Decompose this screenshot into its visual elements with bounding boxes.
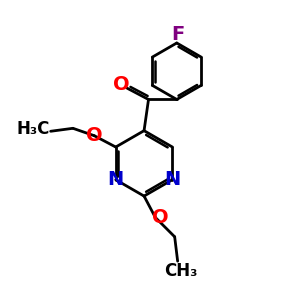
Text: O: O <box>152 208 169 227</box>
Text: O: O <box>113 75 130 94</box>
Text: N: N <box>164 170 181 189</box>
Text: F: F <box>172 25 185 44</box>
Text: O: O <box>86 126 103 145</box>
Text: CH₃: CH₃ <box>164 262 197 280</box>
Text: H₃C: H₃C <box>17 120 50 138</box>
Text: N: N <box>108 170 124 189</box>
